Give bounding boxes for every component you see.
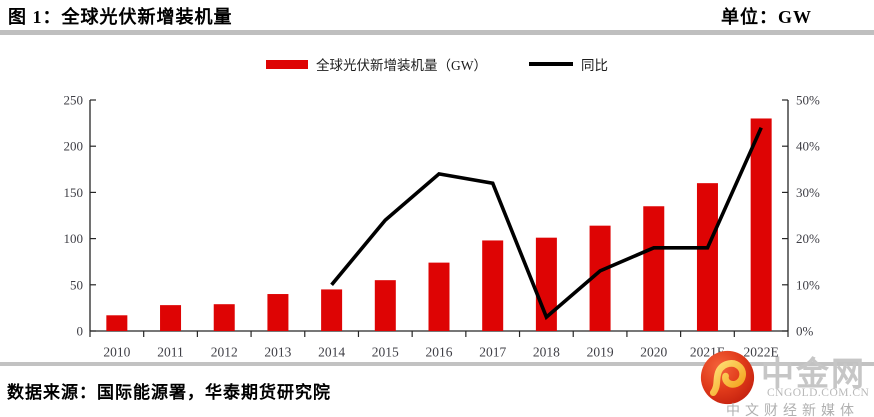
y-axis-left-tick-label: 150 <box>64 185 84 200</box>
x-axis-label-2022E: 2022E <box>744 345 779 360</box>
y-axis-right-tick-label: 0% <box>796 324 814 339</box>
y-axis-right-tick-label: 50% <box>796 93 820 108</box>
y-axis-right-tick-label: 20% <box>796 231 820 246</box>
header-divider <box>0 30 874 35</box>
bar-2016 <box>428 262 450 331</box>
x-axis-label-2015: 2015 <box>372 345 399 360</box>
bar-2021E <box>696 183 718 331</box>
y-axis-right-tick-label: 30% <box>796 185 820 200</box>
y-axis-right-tick-label: 10% <box>796 277 820 292</box>
legend-item-yoy: 同比 <box>529 54 608 74</box>
y-axis-left-tick-label: 0 <box>77 324 84 339</box>
x-axis-label-2018: 2018 <box>533 345 560 360</box>
legend-bar-swatch-icon <box>266 59 308 69</box>
footer-divider <box>0 362 874 366</box>
legend-item-installed-capacity: 全球光伏新增装机量（GW） <box>266 54 487 74</box>
bar-2013 <box>267 294 289 331</box>
legend-label-installed-capacity: 全球光伏新增装机量（GW） <box>316 58 487 73</box>
bar-2015 <box>374 280 396 331</box>
y-axis-left-tick-label: 200 <box>64 139 84 154</box>
x-axis-label-2019: 2019 <box>587 345 614 360</box>
bar-2022E <box>750 118 772 331</box>
legend-label-yoy: 同比 <box>581 58 608 73</box>
watermark-domain: CNGOLD.COM.CN <box>767 387 870 399</box>
bar-2019 <box>589 225 611 331</box>
yoy-line <box>330 126 763 321</box>
y-axis-left-tick-label: 250 <box>64 93 84 108</box>
bar-2017 <box>482 240 504 331</box>
x-axis-label-2020: 2020 <box>640 345 667 360</box>
y-axis-left-tick-label: 100 <box>64 231 84 246</box>
x-axis-label-2016: 2016 <box>426 345 453 360</box>
legend-line-swatch-icon <box>529 62 573 66</box>
x-axis-label-2013: 2013 <box>264 345 291 360</box>
x-axis-label-2017: 2017 <box>479 345 506 360</box>
x-axis-label-2014: 2014 <box>318 345 345 360</box>
watermark-site-name: 中金网 <box>761 357 866 393</box>
bar-2020 <box>643 206 665 331</box>
unit-label: 单位：GW <box>720 7 812 27</box>
x-axis-label-2011: 2011 <box>157 345 184 360</box>
data-source-text: 数据来源：国际能源署，华泰期货研究院 <box>7 383 331 402</box>
cngold-logo-icon <box>700 350 755 405</box>
bar-2011 <box>160 305 182 331</box>
cngold-watermark: 中金网 CNGOLD.COM.CN 中文财经新媒体 <box>695 345 874 417</box>
y-axis-right-tick-label: 40% <box>796 139 820 154</box>
chart-legend: 全球光伏新增装机量（GW） 同比 <box>0 54 874 74</box>
bar-2012 <box>213 304 235 331</box>
bar-2014 <box>321 289 343 331</box>
x-axis-label-2010: 2010 <box>103 345 130 360</box>
watermark-tagline: 中文财经新媒体 <box>726 404 859 417</box>
y-axis-left-tick-label: 50 <box>70 277 83 292</box>
x-axis-label-2012: 2012 <box>211 345 238 360</box>
page-title: 图 1：全球光伏新增装机量 <box>8 7 233 27</box>
bar-2010 <box>106 315 128 331</box>
